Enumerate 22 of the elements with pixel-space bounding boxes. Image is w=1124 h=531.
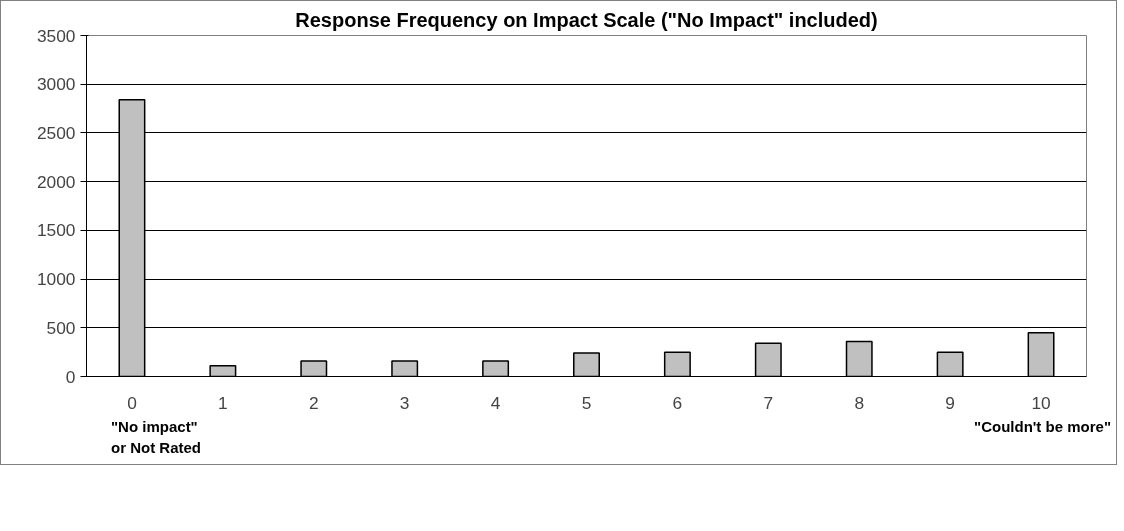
y-tick-label: 3500 <box>36 25 76 46</box>
x-tick-label: 10 <box>1031 392 1051 413</box>
y-tick-label: 2000 <box>36 171 76 192</box>
x-tick-label: 1 <box>218 392 228 413</box>
x-tick-label: 4 <box>490 392 501 413</box>
y-tick-label: 3000 <box>36 74 76 95</box>
x-tick-label: 9 <box>945 392 955 413</box>
y-tick-label: 2500 <box>36 122 76 143</box>
chart-title: Response Frequency on Impact Scale ("No Impact" included) <box>295 8 878 31</box>
x-tick-label: 5 <box>581 392 592 413</box>
x-tick-label: 6 <box>672 392 683 413</box>
text: "Couldn't be more" <box>974 417 1111 437</box>
y-tick-label: 1000 <box>36 269 76 290</box>
x-tick-label: 8 <box>854 392 865 413</box>
x-tick-label: 7 <box>763 392 774 413</box>
y-tick-label: 1500 <box>36 220 76 241</box>
x-tick-label: 0 <box>127 392 137 413</box>
x-tick-label: 2 <box>308 392 319 413</box>
y-tick-label: 500 <box>46 317 76 338</box>
y-tick-label: 0 <box>65 366 76 387</box>
x-tick-label: 3 <box>399 392 410 413</box>
text: "No impact" or Not Rated <box>111 417 201 459</box>
